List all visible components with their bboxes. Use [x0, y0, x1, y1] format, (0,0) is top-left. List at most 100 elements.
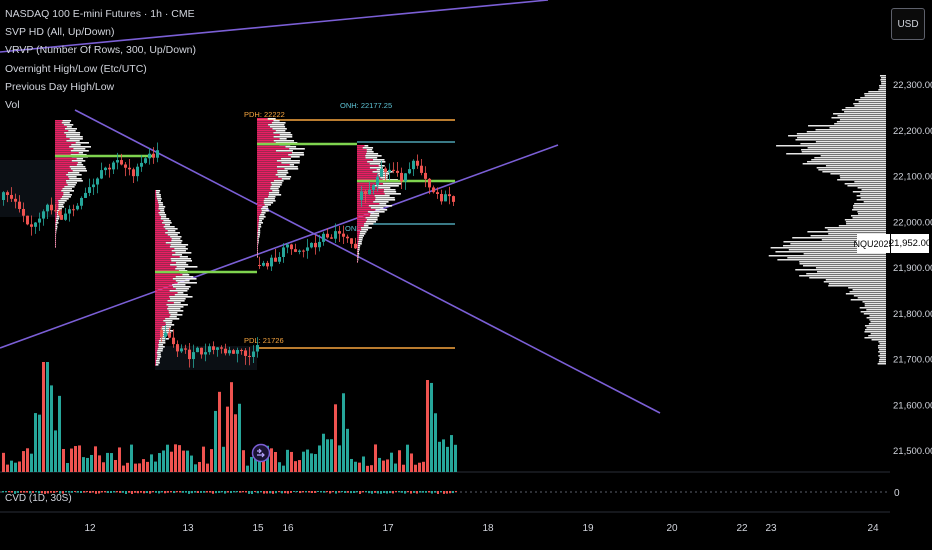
profile-bar [257, 230, 261, 232]
candle [258, 265, 261, 266]
profile-bar [55, 222, 56, 224]
cvd-bar [143, 491, 145, 494]
profile-bar [155, 342, 166, 344]
indicator-prev-day[interactable]: Previous Day High/Low [5, 80, 115, 93]
profile-bar [257, 132, 274, 134]
cvd-bar [122, 491, 124, 493]
vrvp-bar [802, 163, 886, 165]
profile-bar [155, 210, 161, 212]
volume-bar [54, 430, 57, 472]
profile-bar [155, 300, 168, 302]
volume-bar [382, 460, 385, 472]
vrvp-bar [775, 251, 886, 253]
cvd-bar [56, 491, 58, 493]
volume-bar [10, 460, 13, 472]
cvd-bar [92, 491, 94, 493]
vrvp-bar [863, 201, 886, 203]
cvd-bar [233, 491, 235, 493]
profile-bar [357, 163, 370, 165]
profile-bar [55, 208, 59, 210]
currency-button[interactable]: USD [891, 8, 925, 40]
profile-bar [357, 245, 361, 247]
x-tick-label: 16 [282, 523, 294, 534]
profile-bar [155, 202, 159, 204]
cvd-bar [344, 491, 346, 493]
candle [18, 201, 21, 209]
vrvp-bar [848, 287, 886, 289]
profile-bar [155, 244, 189, 246]
profile-bar [257, 234, 258, 236]
profile-bar [257, 176, 279, 178]
profile-bar [155, 262, 177, 264]
profile-bar [155, 208, 165, 210]
x-tick-label: 20 [666, 523, 678, 534]
cvd-bar [89, 491, 91, 494]
profile-bar [55, 192, 64, 194]
profile-bar [257, 158, 282, 160]
y-tick-label: 22,000.00 [893, 217, 932, 228]
profile-bar [55, 126, 67, 128]
volume-bar [158, 453, 161, 472]
profile-bar [55, 168, 71, 170]
profile-bar [257, 232, 261, 234]
cvd-bar [365, 491, 367, 493]
profile-bar [55, 188, 63, 190]
profile-bar [357, 229, 362, 231]
cvd-bar [41, 491, 43, 494]
cvd-bar [332, 491, 334, 493]
arrow-right-circle-icon[interactable] [251, 443, 271, 463]
vrvp-bar [845, 293, 886, 295]
vrvp-bar [864, 95, 886, 97]
cvd-bar [326, 491, 328, 493]
profile-bar [257, 136, 293, 138]
volume-bar [278, 462, 281, 472]
candle [408, 169, 411, 174]
candle [400, 172, 403, 182]
profile-bar [357, 155, 382, 157]
cvd-bar [254, 491, 256, 493]
vrvp-bar [868, 323, 886, 325]
indicator-overnight[interactable]: Overnight High/Low (Etc/UTC) [5, 62, 147, 75]
cvd-bar [191, 491, 193, 494]
cvd-bar [410, 491, 412, 494]
profile-bar [257, 206, 263, 208]
vrvp-bar [824, 227, 886, 229]
candle [266, 262, 269, 267]
volume-bar [238, 403, 241, 472]
volume-bar [206, 463, 209, 472]
y-tick-label: 22,200.00 [893, 126, 932, 137]
vrvp-bar [865, 329, 886, 331]
volume-bar [250, 456, 253, 472]
volume-bar [130, 444, 133, 472]
cvd-bar [251, 491, 253, 494]
cvd-bar [368, 491, 370, 494]
profile-bar [357, 177, 381, 179]
volume-bar [210, 449, 213, 472]
chart-title[interactable]: NASDAQ 100 E-mini Futures · 1h · CME [5, 8, 195, 20]
profile-bar [155, 290, 188, 292]
indicator-svp[interactable]: SVP HD (All, Up/Down) [5, 26, 115, 39]
cvd-bar [401, 491, 403, 493]
vrvp-bar [846, 223, 886, 225]
profile-bar [257, 126, 270, 128]
cvd-bar [140, 491, 142, 493]
profile-bar [257, 156, 291, 158]
profile-bar [55, 120, 63, 122]
indicator-vol[interactable]: Vol [5, 99, 20, 112]
profile-bar [155, 264, 189, 266]
vrvp-bar [845, 221, 886, 223]
vrvp-bar [788, 135, 886, 137]
indicator-vrvp[interactable]: VRVP (Number Of Rows, 300, Up/Down) [5, 44, 197, 57]
vrvp-bar [853, 295, 886, 297]
cvd-bar [59, 491, 61, 494]
vrvp-bar [852, 209, 886, 211]
cvd-indicator-label[interactable]: CVD (1D, 30S) [5, 493, 72, 504]
volume-bar [138, 463, 141, 472]
candle [160, 330, 163, 337]
vrvp-bar [809, 277, 886, 279]
profile-bar [55, 186, 65, 188]
cvd-bar [317, 491, 319, 493]
y-tick-label: 21,700.00 [893, 355, 932, 366]
vrvp-bar [869, 315, 886, 317]
